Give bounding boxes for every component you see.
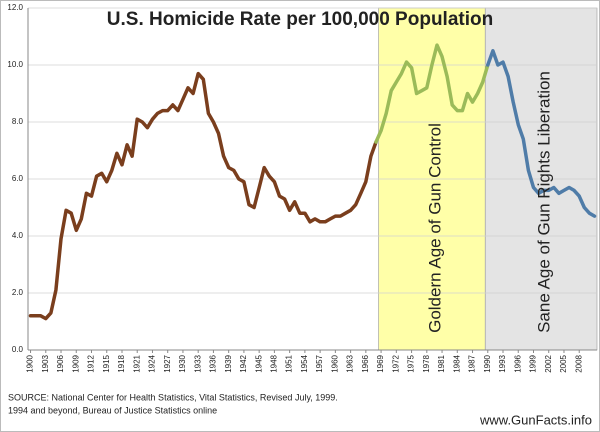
y-tick-label: 0.0 bbox=[12, 345, 24, 354]
x-tick-label: 1951 bbox=[285, 354, 294, 372]
x-tick-label: 1960 bbox=[330, 354, 339, 372]
x-tick-label: 1966 bbox=[361, 354, 370, 372]
x-tick-label: 1978 bbox=[422, 354, 431, 372]
x-tick-label: 1936 bbox=[209, 354, 218, 372]
x-tick-label: 2008 bbox=[574, 354, 583, 372]
x-tick-label: 1903 bbox=[41, 354, 50, 372]
x-tick-label: 1900 bbox=[26, 354, 35, 372]
span-label: Sane Age of Gun Rights Liberation bbox=[535, 71, 554, 333]
data-line bbox=[28, 71, 378, 321]
x-tick-label: 1915 bbox=[102, 354, 111, 372]
x-tick-label: 1954 bbox=[300, 354, 309, 372]
y-tick-label: 8.0 bbox=[12, 117, 24, 126]
y-tick-label: 2.0 bbox=[12, 288, 24, 297]
x-tick-label: 1981 bbox=[437, 354, 446, 372]
x-tick-label: 1927 bbox=[163, 354, 172, 372]
y-tick-label: 12.0 bbox=[7, 3, 23, 12]
x-tick-label: 1939 bbox=[224, 354, 233, 372]
x-tick-label: 1993 bbox=[498, 354, 507, 372]
source-note: SOURCE: National Center for Health Stati… bbox=[8, 392, 338, 402]
x-tick-label: 1963 bbox=[346, 354, 355, 372]
x-tick-label: 1930 bbox=[178, 354, 187, 372]
x-tick-label: 1957 bbox=[315, 354, 324, 372]
x-tick-label: 1921 bbox=[132, 354, 141, 372]
x-tick-label: 1969 bbox=[376, 354, 385, 372]
y-tick-label: 10.0 bbox=[7, 60, 23, 69]
x-tick-label: 1918 bbox=[117, 354, 126, 372]
x-tick-label: 1996 bbox=[513, 354, 522, 372]
x-tick-label: 1999 bbox=[529, 354, 538, 372]
x-tick-label: 1909 bbox=[71, 354, 80, 372]
x-tick-label: 1990 bbox=[483, 354, 492, 372]
x-tick-label: 1906 bbox=[56, 354, 65, 372]
x-tick-label: 1972 bbox=[391, 354, 400, 372]
x-tick-label: 1912 bbox=[87, 354, 96, 372]
y-tick-label: 6.0 bbox=[12, 174, 24, 183]
x-tick-label: 1975 bbox=[407, 354, 416, 372]
x-tick-label: 1984 bbox=[452, 354, 461, 372]
x-tick-label: 1933 bbox=[193, 354, 202, 372]
x-tick-label: 1942 bbox=[239, 354, 248, 372]
x-tick-label: 1987 bbox=[468, 354, 477, 372]
source-note: 1994 and beyond, Bureau of Justice Stati… bbox=[8, 405, 217, 415]
x-tick-label: 1924 bbox=[148, 354, 157, 372]
span-label: Goldern Age of Gun Control bbox=[425, 123, 444, 333]
data-line bbox=[374, 43, 490, 144]
x-tick-label: 1945 bbox=[254, 354, 263, 372]
x-tick-label: 2002 bbox=[544, 354, 553, 372]
website: www.GunFacts.info bbox=[479, 412, 592, 427]
data-line bbox=[486, 49, 597, 218]
x-tick-label: 1948 bbox=[270, 354, 279, 372]
chart-title: U.S. Homicide Rate per 100,000 Populatio… bbox=[107, 9, 493, 30]
x-tick-label: 2005 bbox=[559, 354, 568, 372]
y-tick-label: 4.0 bbox=[12, 231, 24, 240]
